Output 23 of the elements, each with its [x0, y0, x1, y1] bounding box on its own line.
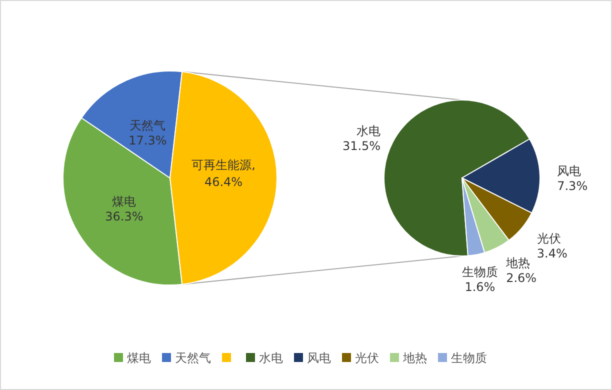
data-label: 46.4% — [204, 175, 243, 189]
slice-label: 天然气 — [130, 118, 166, 132]
legend-label: 生物质 — [451, 351, 487, 365]
slice-label: 生物质 — [462, 264, 498, 279]
legend-label: 水电 — [259, 351, 283, 365]
data-label: 3.4% — [536, 246, 568, 260]
text: 可再生能源, — [192, 158, 256, 172]
data-label: 31.5% — [342, 139, 381, 154]
data-label: 1.6% — [464, 280, 496, 294]
data-label: 7.3% — [557, 179, 588, 194]
slice-label: 水电 — [356, 124, 381, 138]
legend-label: 天然气 — [175, 351, 211, 365]
data-label: 2.6% — [506, 270, 537, 285]
slice-label: 光伏 — [536, 231, 561, 246]
legend-label: 地热 — [402, 351, 427, 365]
slice-label: 煤电 — [112, 194, 136, 209]
slice-label: 风电 — [557, 164, 582, 178]
legend-label: 风电 — [307, 351, 331, 365]
legend-label: 光伏 — [355, 351, 379, 365]
data-label: 36.3% — [105, 210, 144, 224]
slice-label: 地热 — [505, 256, 530, 270]
data-label: 17.3% — [128, 133, 167, 148]
legend-label: 煤电 — [127, 351, 151, 365]
